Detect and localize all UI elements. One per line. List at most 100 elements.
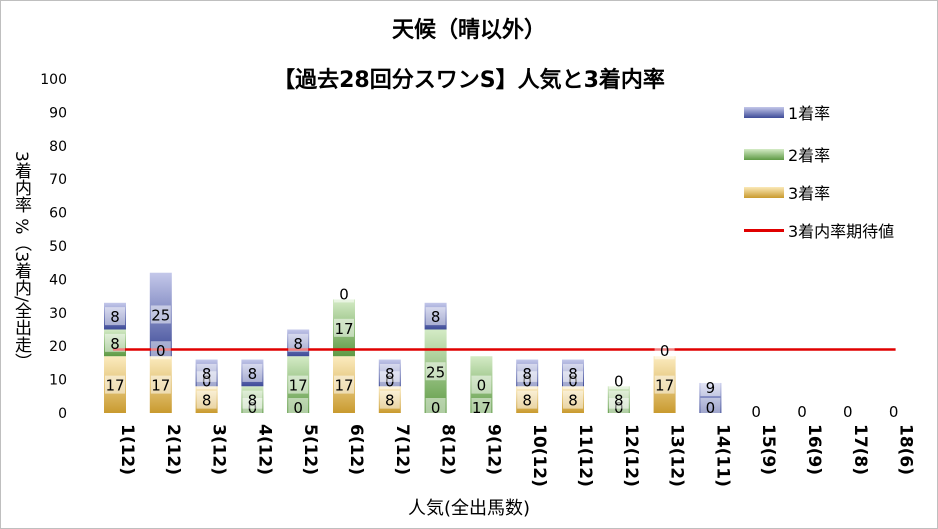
bar-label: 0: [660, 342, 670, 360]
bar-label: 0: [797, 403, 807, 421]
x-tick-label: 11(12): [575, 424, 595, 487]
bar-label: 9: [706, 379, 716, 397]
bar-label: 0: [293, 399, 303, 417]
y-tick-label: 60: [49, 206, 67, 222]
x-tick-label: 7(12): [392, 424, 412, 475]
y-tick-label: 100: [40, 72, 67, 88]
bar-label-bg: [288, 375, 309, 394]
chart-title: 天候（晴以外）: [391, 18, 546, 43]
legend-swatch-3rd: [744, 186, 784, 198]
bar-label-bg: [379, 390, 400, 409]
x-tick-label: 5(12): [300, 424, 320, 475]
bar-label-bg: [700, 378, 721, 396]
x-tick-label: 18(6): [896, 424, 916, 475]
bar-label: 8: [202, 392, 212, 410]
bar-label-bg: [242, 390, 263, 409]
x-tick-label: 8(12): [438, 424, 458, 475]
x-tick-label: 12(12): [621, 424, 641, 487]
bar-label-bg: [379, 363, 400, 382]
x-tick-label: 17(8): [850, 424, 870, 475]
x-tick-label: 13(12): [667, 424, 687, 487]
legend-item-2nd: 2着率: [744, 142, 830, 166]
y-axis-label: 3着内率 %（3着内/全出走）: [11, 150, 31, 370]
bar-label: 0: [477, 377, 487, 395]
bar-label: 8: [568, 365, 578, 383]
bar-label-bg: [792, 402, 812, 420]
x-tick-label: 16(9): [804, 424, 824, 475]
legend-label-1st: 1着率: [788, 104, 831, 123]
bar-label: 0: [843, 403, 853, 421]
bar-label-bg: [654, 375, 675, 394]
bar-label: 17: [289, 377, 308, 395]
bar-labels: 17 8 8 17 0 25 8 0 8 0 8 8 0 17 8 17 17 0 8 0 8 0 25 8 17 0 8 0 8 8 0 8…: [105, 284, 904, 421]
y-tick-label: 0: [58, 406, 67, 422]
y-tick-label: 80: [49, 139, 67, 155]
bar-label: 25: [151, 306, 170, 324]
bar-label: 17: [105, 377, 124, 395]
x-axis-label: 人気(全出馬数): [407, 498, 531, 519]
x-tick-label: 6(12): [346, 424, 366, 475]
bar-label: 17: [472, 399, 491, 417]
bar-label-bg: [242, 363, 263, 382]
x-tick-label: 1(12): [117, 424, 137, 475]
x-tick-label: 14(11): [712, 424, 732, 487]
bar-label: 8: [614, 392, 624, 410]
y-tick-label: 70: [49, 172, 67, 188]
bar-label-bg: [608, 371, 629, 390]
x-tick-label: 10(12): [529, 424, 549, 487]
bar-label-bg: [471, 375, 492, 394]
legend-item-1st: 1着率: [744, 100, 830, 124]
bar-label: 17: [655, 377, 674, 395]
bar-label: 25: [426, 363, 445, 381]
legend-swatch-expected: [744, 228, 784, 232]
bar-label-bg: [425, 398, 446, 416]
bar-label-bg: [563, 363, 583, 382]
bar-label-bg: [334, 375, 354, 394]
bar-label: 0: [431, 399, 441, 417]
x-tick-label: 15(9): [758, 424, 778, 475]
bar-label-bg: [150, 341, 171, 360]
y-tick-labels: 0 10 20 30 40 50 60 70 80 90 100: [40, 72, 67, 422]
y-tick-label: 20: [49, 339, 67, 355]
bar-label-bg: [334, 318, 354, 337]
bar-label: 8: [431, 308, 441, 326]
bar-label-bg: [517, 363, 538, 382]
bar-label-bg: [334, 284, 354, 303]
bar-label: 0: [751, 403, 761, 421]
bar-label: 17: [151, 377, 170, 395]
bar-label-bg: [700, 398, 721, 416]
bar-label: 8: [248, 392, 258, 410]
legend-swatch-2nd: [744, 148, 784, 160]
bar-label: 0: [339, 285, 349, 303]
bar-label-bg: [563, 390, 583, 409]
bar-label: 8: [385, 392, 395, 410]
bar-label-bg: [608, 390, 629, 409]
bar-label: 17: [334, 320, 353, 338]
bar-label-bg: [654, 341, 675, 360]
legend-item-3rd: 3着率: [744, 180, 830, 204]
bar-label-bg: [746, 402, 767, 420]
bar-label-bg: [471, 398, 492, 416]
x-tick-labels: 1(12) 2(12) 3(12) 4(12) 5(12) 6(12) 7(12) 8(12)…: [117, 424, 916, 487]
bar-label-bg: [196, 363, 217, 382]
bar-label: 8: [522, 392, 532, 410]
bar-label: 8: [293, 335, 303, 353]
legend-item-expected: 3着内率期待値: [744, 218, 894, 242]
bar-label-bg: [837, 402, 858, 420]
bar-label: 8: [568, 392, 578, 410]
bar-label-bg: [105, 307, 125, 326]
y-tick-label: 10: [49, 373, 67, 389]
y-tick-label: 40: [49, 272, 67, 288]
bar-label-bg: [425, 362, 446, 381]
bar-label-bg: [517, 390, 538, 409]
chart-subtitle: 【過去28回分スワンS】人気と3着内率: [273, 68, 665, 93]
bar-label-bg: [883, 402, 904, 420]
x-tick-label: 3(12): [209, 424, 229, 475]
bar-label: 0: [706, 399, 716, 417]
bar-label: 17: [334, 377, 353, 395]
legend-swatch-1st: [744, 106, 784, 118]
bar-label: 0: [156, 342, 166, 360]
bar-label-bg: [425, 307, 446, 326]
